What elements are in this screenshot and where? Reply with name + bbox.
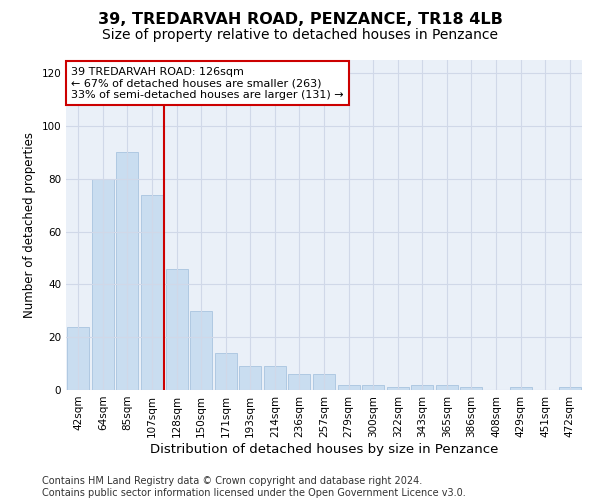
Bar — [436, 384, 458, 390]
Text: Size of property relative to detached houses in Penzance: Size of property relative to detached ho… — [102, 28, 498, 42]
Y-axis label: Number of detached properties: Number of detached properties — [23, 132, 36, 318]
Bar — [313, 374, 335, 390]
Text: Contains HM Land Registry data © Crown copyright and database right 2024.
Contai: Contains HM Land Registry data © Crown c… — [42, 476, 466, 498]
Bar — [116, 152, 139, 390]
Bar — [362, 384, 384, 390]
Bar — [264, 366, 286, 390]
Bar — [190, 311, 212, 390]
Bar — [559, 388, 581, 390]
Bar — [338, 384, 359, 390]
Text: 39 TREDARVAH ROAD: 126sqm
← 67% of detached houses are smaller (263)
33% of semi: 39 TREDARVAH ROAD: 126sqm ← 67% of detac… — [71, 66, 344, 100]
Text: 39, TREDARVAH ROAD, PENZANCE, TR18 4LB: 39, TREDARVAH ROAD, PENZANCE, TR18 4LB — [98, 12, 502, 28]
Bar — [141, 194, 163, 390]
Bar — [92, 179, 114, 390]
Bar — [509, 388, 532, 390]
X-axis label: Distribution of detached houses by size in Penzance: Distribution of detached houses by size … — [150, 442, 498, 456]
Bar — [239, 366, 262, 390]
Bar — [289, 374, 310, 390]
Bar — [386, 388, 409, 390]
Bar — [67, 326, 89, 390]
Bar — [215, 353, 237, 390]
Bar — [166, 268, 188, 390]
Bar — [411, 384, 433, 390]
Bar — [460, 388, 482, 390]
